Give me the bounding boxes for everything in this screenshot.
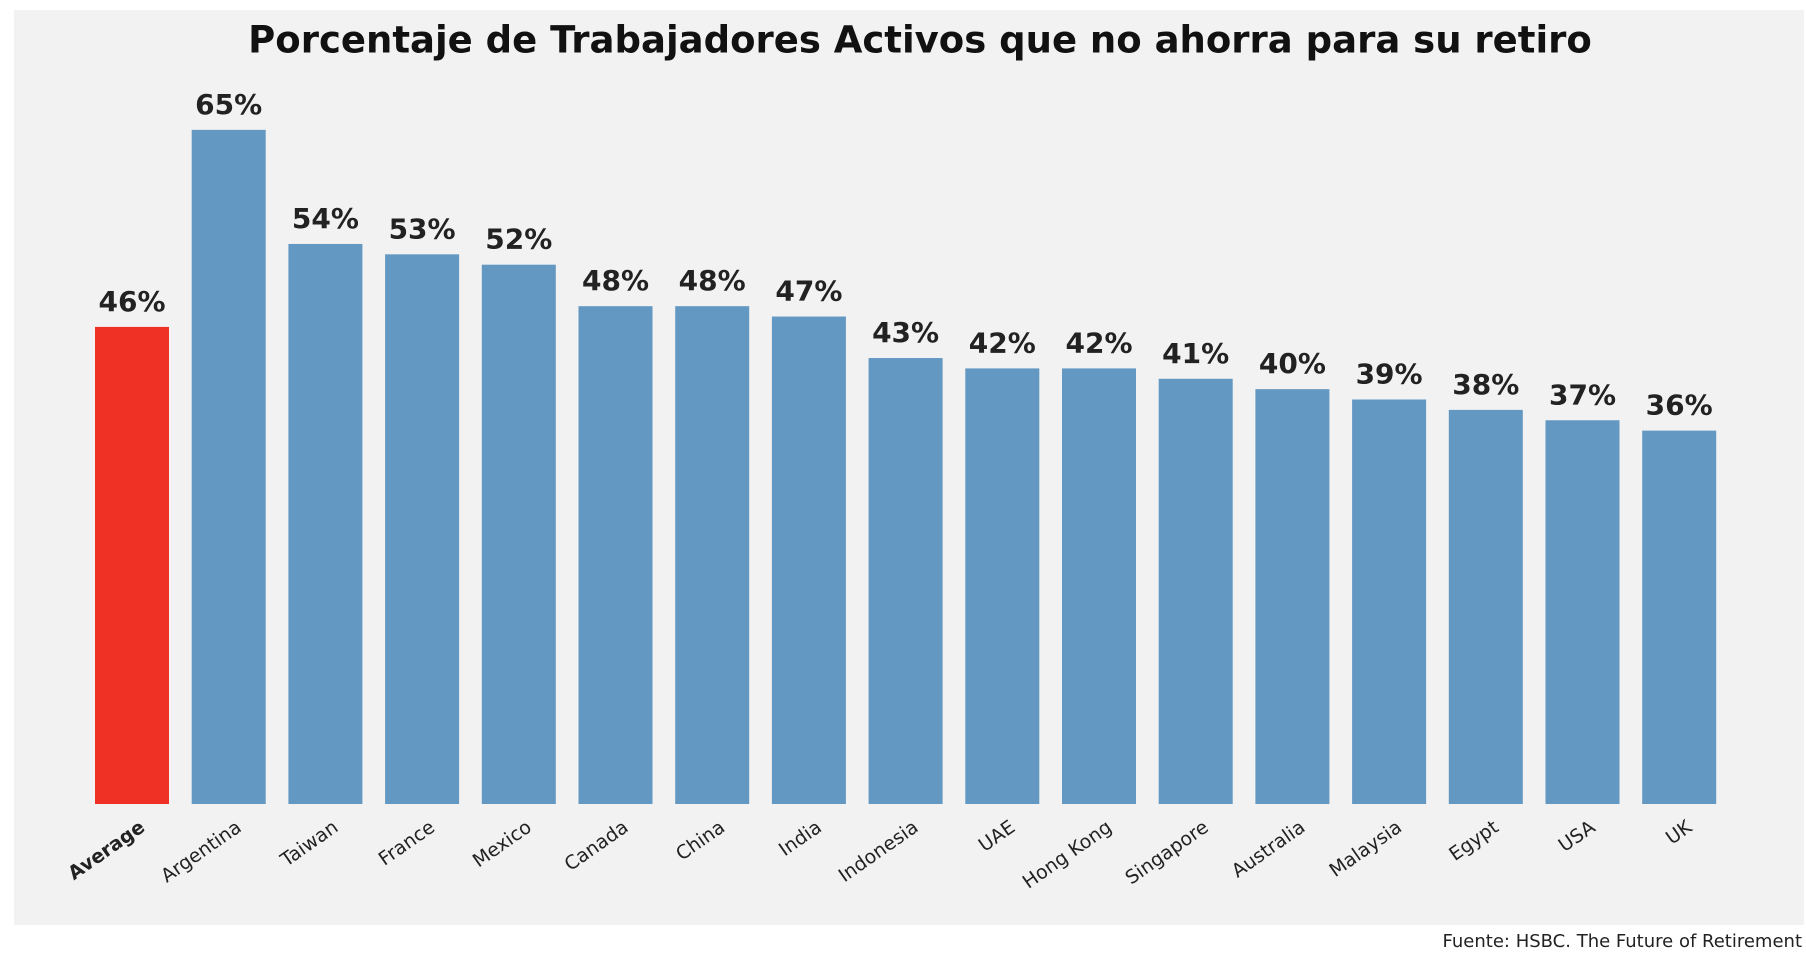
bar (1255, 389, 1330, 804)
bar (578, 306, 653, 804)
value-label: 42% (1065, 326, 1132, 359)
bar (1448, 409, 1523, 804)
bar (868, 358, 943, 804)
value-label: 65% (195, 88, 262, 121)
bar (1545, 420, 1620, 804)
bar (771, 316, 846, 804)
bar (1158, 378, 1233, 804)
value-label: 39% (1356, 358, 1423, 391)
value-label: 36% (1646, 389, 1713, 422)
value-label: 54% (292, 202, 359, 235)
bar (385, 254, 460, 805)
value-label: 52% (485, 223, 552, 256)
value-label: 46% (98, 285, 165, 318)
value-label: 48% (679, 264, 746, 297)
value-label: 38% (1452, 368, 1519, 401)
bar (675, 306, 750, 804)
value-label: 40% (1259, 347, 1326, 380)
value-label: 47% (775, 275, 842, 308)
value-label: 41% (1162, 337, 1229, 370)
value-label: 48% (582, 264, 649, 297)
value-label: 42% (969, 326, 1036, 359)
chart-title: Porcentaje de Trabajadores Activos que n… (248, 19, 1592, 62)
bar (965, 368, 1040, 804)
bar (1352, 399, 1427, 804)
bar (95, 326, 169, 804)
bar (481, 264, 556, 805)
value-label: 37% (1549, 378, 1616, 411)
value-label: 53% (389, 212, 456, 245)
bar (1062, 368, 1136, 804)
value-label: 43% (872, 316, 939, 349)
bar (288, 243, 363, 804)
bar (191, 129, 266, 804)
bar (1642, 430, 1717, 804)
source-note: Fuente: HSBC. The Future of Retirement (1443, 931, 1802, 952)
